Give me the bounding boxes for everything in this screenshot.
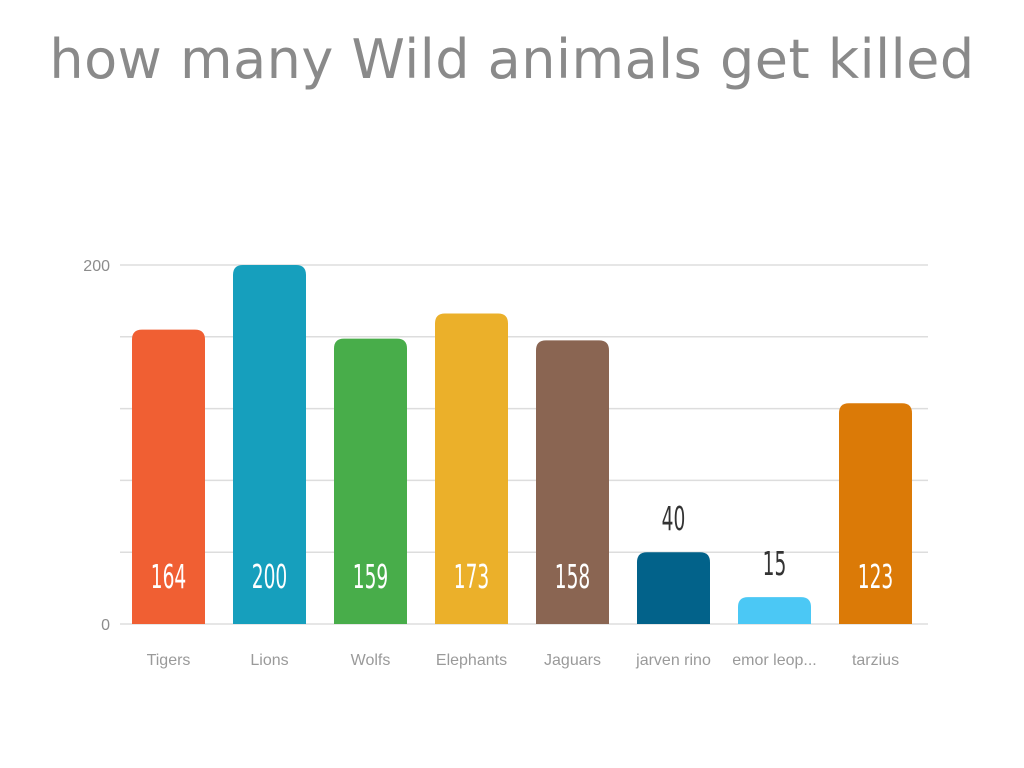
- bar-tigers: [132, 329, 205, 624]
- x-category-label: jarven rino: [635, 652, 711, 669]
- x-category-label: Lions: [250, 652, 288, 669]
- y-axis: 0 200: [83, 258, 110, 634]
- bar-jarven-rino: [637, 552, 710, 624]
- x-category-label: tarzius: [852, 652, 899, 669]
- data-label: 159: [353, 558, 388, 596]
- y-tick-label: 200: [83, 258, 110, 275]
- data-label: 123: [858, 558, 893, 596]
- data-label: 158: [555, 558, 590, 596]
- bar-elephants: [435, 313, 508, 624]
- bar-tarzius: [839, 403, 912, 624]
- x-category-label: Elephants: [436, 652, 507, 669]
- bar-lions: [233, 265, 306, 624]
- x-category-label: Jaguars: [544, 652, 601, 669]
- data-labels: 164 200 159 173 158 40 15 123: [151, 501, 893, 597]
- bar-jaguars: [536, 340, 609, 624]
- data-label: 164: [151, 558, 186, 596]
- y-tick-label: 0: [101, 617, 110, 634]
- x-axis: Tigers Lions Wolfs Elephants Jaguars jarven r…: [147, 652, 899, 669]
- x-category-label: Tigers: [147, 652, 191, 669]
- data-label: 173: [454, 558, 489, 596]
- data-label: 40: [662, 501, 686, 539]
- data-label: 15: [763, 546, 787, 584]
- x-category-label: emor leop...: [732, 652, 816, 669]
- x-category-label: Wolfs: [351, 652, 391, 669]
- data-label: 200: [252, 558, 287, 596]
- bar-wolfs: [334, 338, 407, 624]
- bar-emor-leop: [738, 597, 811, 624]
- chart-title: how many Wild animals get killed: [49, 28, 975, 91]
- bars: [132, 265, 912, 624]
